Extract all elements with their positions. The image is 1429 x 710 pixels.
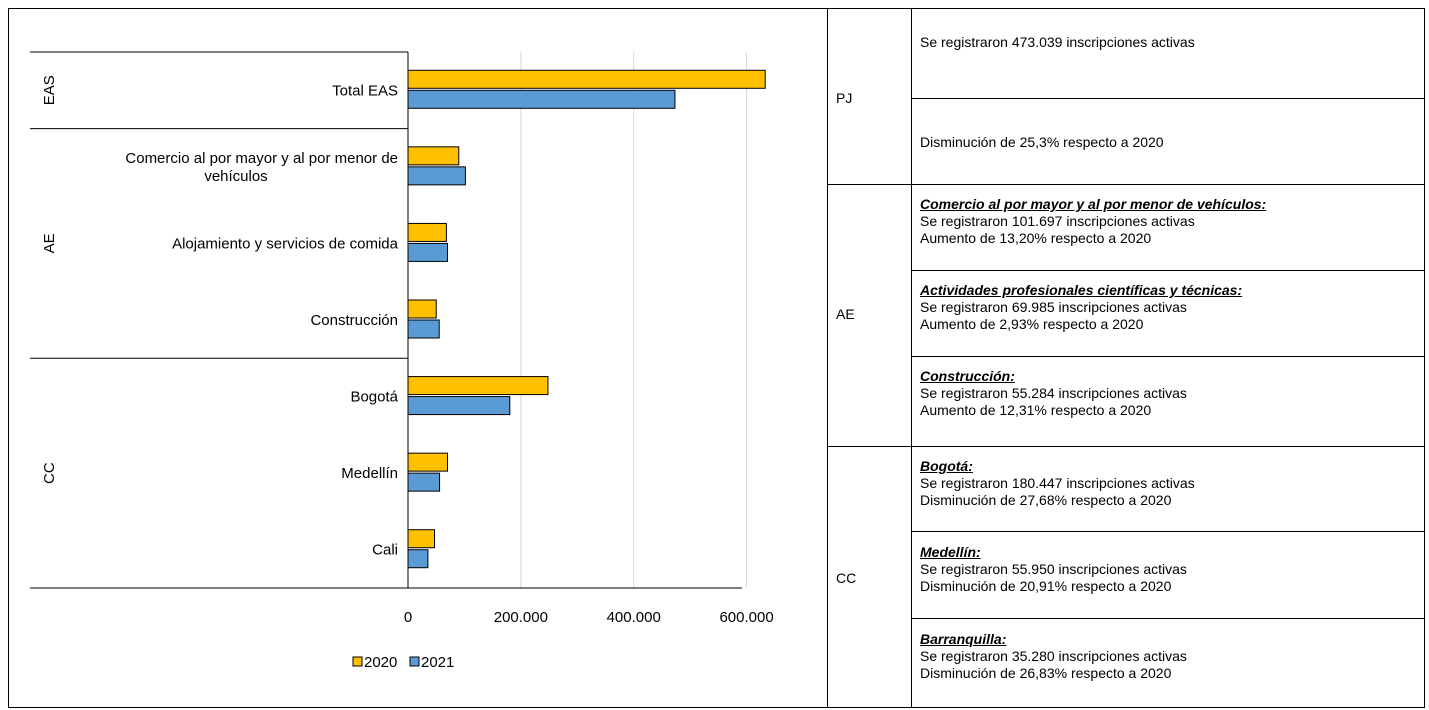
bars — [407, 69, 766, 569]
bar-2020-4 — [407, 376, 549, 396]
row-text: Disminución de 20,91% respecto a 2020 — [920, 578, 1172, 594]
row-text: Disminución de 27,68% respecto a 2020 — [920, 492, 1172, 508]
bar-2021-6 — [407, 549, 429, 569]
row-text: Aumento de 12,31% respecto a 2020 — [920, 402, 1152, 418]
pj-row-registrations: Se registraron 473.039 inscripciones act… — [920, 34, 1195, 51]
row-text: Se registraron 473.039 inscripciones act… — [920, 34, 1195, 50]
row-text: Se registraron 101.697 inscripciones act… — [920, 213, 1195, 229]
row-text: Aumento de 13,20% respecto a 2020 — [920, 230, 1152, 246]
category-label: Construcción — [310, 312, 398, 329]
bar-chart: Total EAS Comercio al por mayor y al por … — [30, 51, 774, 671]
category-label: Medellín — [341, 465, 398, 482]
x-tick-label: 0 — [404, 609, 412, 626]
row-text: Disminución de 25,3% respecto a 2020 — [920, 134, 1164, 150]
panel-divider — [827, 8, 828, 708]
row-text: Se registraron 180.447 inscripciones act… — [920, 475, 1195, 491]
row-divider — [912, 531, 1425, 532]
category-label: Cali — [372, 542, 398, 559]
category-label: Comercio al por mayor y al por menor de — [125, 150, 398, 167]
ae-row-construccion: Construcción: Se registraron 55.284 insc… — [920, 368, 1187, 419]
row-divider — [912, 618, 1425, 619]
row-text: Aumento de 2,93% respecto a 2020 — [920, 316, 1144, 332]
bar-2021-4 — [407, 396, 511, 416]
row-heading: Construcción: — [920, 368, 1015, 384]
bar-2021-2 — [407, 242, 448, 262]
legend-swatch-2020 — [352, 656, 363, 667]
group-labels: EAS AE CC — [41, 75, 58, 484]
ae-row-comercio: Comercio al por mayor y al por menor de … — [920, 196, 1266, 247]
row-text: Se registraron 55.284 inscripciones acti… — [920, 385, 1187, 401]
row-heading: Actividades profesionales científicas y … — [920, 282, 1243, 298]
ae-row-actividades: Actividades profesionales científicas y … — [920, 282, 1242, 333]
legend-label-2020: 2020 — [364, 654, 397, 671]
legend-label-2021: 2021 — [421, 654, 454, 671]
section-divider-ae-cc — [828, 446, 1425, 447]
gridlines — [520, 52, 748, 588]
pj-row-change: Disminución de 25,3% respecto a 2020 — [920, 134, 1164, 151]
cc-row-medellin: Medellín: Se registraron 55.950 inscripc… — [920, 544, 1187, 595]
row-divider — [912, 356, 1425, 357]
table-column-divider — [911, 8, 912, 708]
x-tick-label: 400.000 — [607, 609, 661, 626]
x-tick-label: 600.000 — [719, 609, 773, 626]
section-label-cc: CC — [836, 570, 857, 586]
category-labels: Total EAS Comercio al por mayor y al por … — [125, 82, 398, 558]
row-heading: Comercio al por mayor y al por menor de … — [920, 196, 1267, 212]
bar-2020-1 — [407, 146, 460, 166]
cc-row-barranquilla: Barranquilla: Se registraron 35.280 insc… — [920, 631, 1187, 682]
x-tick-label: 200.000 — [494, 609, 548, 626]
group-label-eas: EAS — [41, 75, 58, 105]
row-divider — [912, 98, 1425, 99]
legend-swatch-2021 — [409, 656, 420, 667]
bar-2020-3 — [407, 299, 437, 319]
bar-2020-6 — [407, 529, 436, 549]
bar-2021-1 — [407, 166, 466, 186]
legend: 2020 2021 — [352, 654, 454, 671]
row-heading: Bogotá: — [920, 458, 973, 474]
bar-2020-2 — [407, 222, 447, 242]
row-divider — [912, 270, 1425, 271]
group-label-cc: CC — [41, 462, 58, 484]
row-text: Se registraron 55.950 inscripciones acti… — [920, 561, 1187, 577]
bar-2021-5 — [407, 472, 441, 492]
bar-2020-0 — [407, 69, 766, 89]
bar-2021-3 — [407, 319, 440, 339]
row-text: Disminución de 26,83% respecto a 2020 — [920, 665, 1172, 681]
category-label: Bogotá — [350, 389, 398, 406]
section-label-ae: AE — [836, 306, 855, 322]
bar-2020-5 — [407, 452, 448, 472]
row-text: Se registraron 69.985 inscripciones acti… — [920, 299, 1187, 315]
section-divider-pj-ae — [828, 184, 1425, 185]
category-label: vehículos — [204, 168, 267, 185]
infographic-frame — [8, 8, 1425, 708]
row-text: Se registraron 35.280 inscripciones acti… — [920, 648, 1187, 664]
row-heading: Medellín: — [920, 544, 981, 560]
category-label: Alojamiento y servicios de comida — [172, 235, 399, 252]
group-label-ae: AE — [41, 233, 58, 253]
row-heading: Barranquilla: — [920, 631, 1007, 647]
section-label-pj: PJ — [836, 90, 853, 106]
bar-2021-0 — [407, 89, 676, 109]
cc-row-bogota: Bogotá: Se registraron 180.447 inscripci… — [920, 458, 1195, 509]
x-axis-ticks: 0 200.000 400.000 600.000 — [404, 609, 774, 626]
category-label: Total EAS — [332, 82, 398, 99]
